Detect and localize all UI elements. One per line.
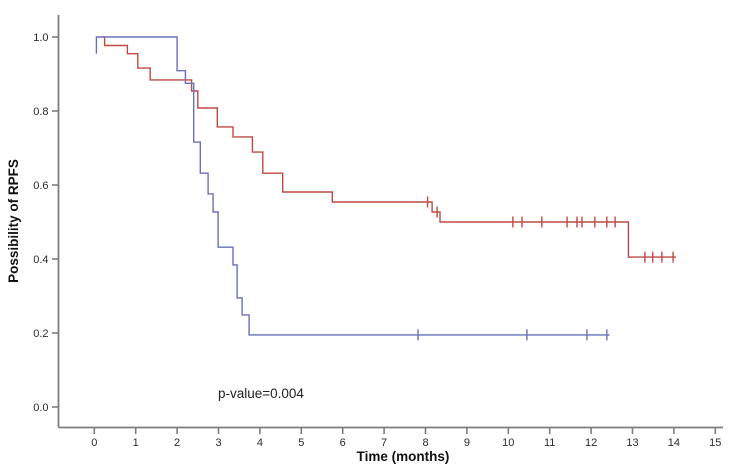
- y-tick-label: 0.2: [33, 328, 48, 340]
- x-tick-label: 14: [668, 437, 680, 449]
- x-tick-label: 9: [464, 437, 470, 449]
- x-tick-label: 1: [133, 437, 139, 449]
- x-axis-title: Time (months): [357, 449, 450, 464]
- y-tick-label: 0.4: [33, 254, 48, 266]
- x-tick-label: 15: [709, 437, 721, 449]
- y-tick-label: 0.0: [33, 402, 48, 414]
- x-tick-label: 0: [91, 437, 97, 449]
- survival-curve-red-group: [102, 36, 676, 258]
- y-tick-label: 0.6: [33, 180, 48, 192]
- axes-layer: 0.00.20.40.60.81.00 1 2 3 4 5 6 7 8 9 10 11 12 13 14 15: [33, 15, 723, 449]
- y-axis-title: Possibility of RPFS: [6, 159, 21, 283]
- x-tick-label: 3: [215, 437, 221, 449]
- survival-curve-blue-group: [95, 36, 610, 336]
- x-tick-label: 2: [174, 437, 180, 449]
- x-tick-label: 8: [422, 437, 428, 449]
- survival-curves-layer: [95, 36, 676, 341]
- x-tick-label: 5: [298, 437, 304, 449]
- x-tick-label: 4: [257, 437, 263, 449]
- x-tick-label: 13: [626, 437, 638, 449]
- x-tick-label: 10: [502, 437, 514, 449]
- x-tick-label: 11: [544, 437, 555, 449]
- y-tick-label: 0.8: [33, 106, 48, 118]
- y-tick-label: 1.0: [33, 32, 48, 44]
- x-tick-label: 7: [381, 437, 387, 449]
- p-value-annotation: p-value=0.004: [218, 386, 304, 401]
- x-tick-label: 12: [585, 437, 597, 449]
- x-tick-label: 6: [340, 437, 346, 449]
